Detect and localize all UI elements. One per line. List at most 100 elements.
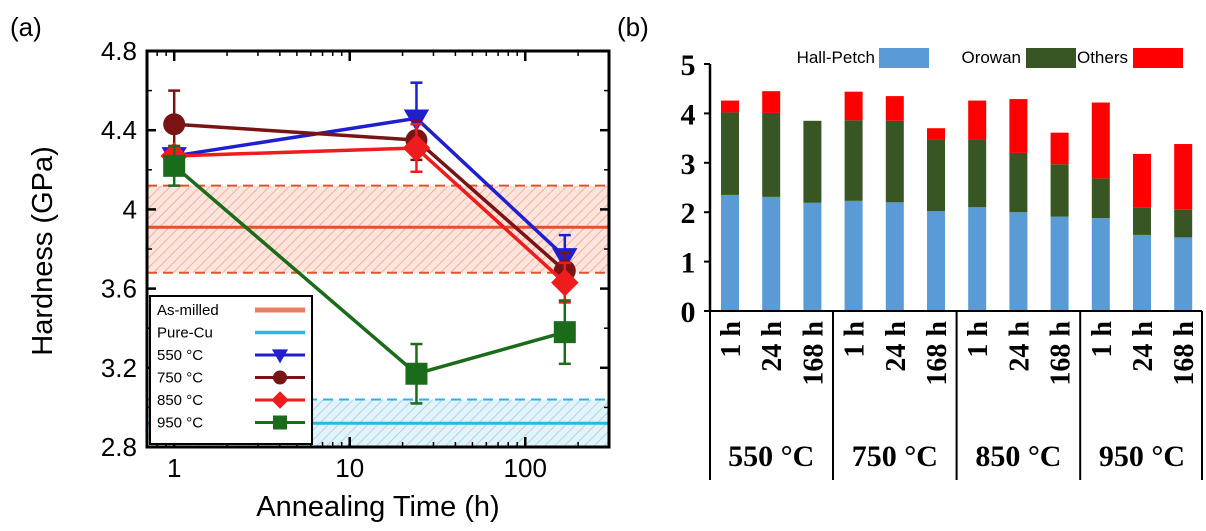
axis-b: 0 1 2 3 4 5 1 h 24 h 168 h 1 h 24 h 168 h 1 h 24 h 168…	[681, 49, 1203, 480]
series-950C	[163, 144, 576, 405]
y-tick-label-b: 4	[681, 98, 696, 131]
bar-segment-hall-petch	[1091, 218, 1110, 311]
legend-label-b: Orowan	[961, 48, 1021, 67]
strengthening-stacked-bar-chart: (b) 0 1 2 3 4 5 1 h 24 h 168 h 1 h 24 h 168 h 1 h 24 …	[617, 12, 1203, 480]
y-tick-label-a: 4.8	[101, 36, 137, 66]
data-point	[163, 154, 186, 177]
bar-stack	[1009, 99, 1028, 311]
bar-stack	[927, 128, 945, 311]
bar-segment-others	[927, 128, 945, 140]
bar-segment-others	[844, 91, 863, 121]
y-tick-label-a: 4	[123, 194, 137, 224]
bar-stack	[721, 100, 739, 311]
x-tick-label-a: 10	[335, 453, 364, 483]
bar-segment-hall-petch	[1009, 212, 1028, 311]
y-tick-label-a: 3.6	[101, 274, 137, 304]
data-point	[402, 134, 431, 162]
legend-b: Hall-Petch Orowan Others	[797, 48, 1183, 68]
y-axis-ticks-a: 2.8 3.2 3.6 4 4.4 4.8	[101, 36, 609, 462]
legend-a: As-milled Pure-Cu 550 °C 750 °C 850 °C 950 °C	[149, 295, 313, 445]
bar-segment-orowan	[803, 120, 822, 203]
data-point	[553, 321, 576, 344]
hardness-line-chart: (a) 2.8 3.2 3.6 4 4.4 4.8 1 10 100 Annealing Ti…	[10, 12, 611, 523]
category-label-b: 168 h	[1169, 321, 1200, 386]
bar-stack	[968, 100, 987, 311]
x-tick-label-a: 100	[504, 453, 547, 483]
bar-segment-others	[968, 100, 987, 140]
bar-segment-others	[1091, 102, 1110, 179]
bar-stack	[1174, 144, 1193, 311]
legend-marker-a	[273, 415, 287, 430]
category-label-b: 168 h	[922, 321, 953, 386]
bar-segment-orowan	[1009, 152, 1028, 213]
legend-label-a: As-milled	[157, 302, 219, 319]
bar-segment-others	[721, 100, 739, 113]
bar-segment-orowan	[1091, 178, 1110, 219]
category-label-b: 1 h	[716, 321, 747, 358]
bar-segment-hall-petch	[968, 207, 987, 311]
band-fill-0	[147, 185, 609, 273]
bar-segment-hall-petch	[1174, 237, 1193, 311]
y-tick-label-a: 4.4	[101, 115, 137, 145]
bar-segment-orowan	[1050, 164, 1069, 217]
bar-segment-others	[762, 91, 781, 113]
bar-segment-others	[1050, 132, 1069, 165]
group-label-b: 750 °C	[852, 440, 938, 473]
legend-label-b: Others	[1077, 48, 1128, 67]
hardness-series	[160, 81, 579, 405]
category-label-b: 168 h	[1046, 321, 1077, 386]
category-label-b: 24 h	[881, 321, 912, 372]
data-point	[551, 268, 579, 297]
y-tick-label-b: 2	[681, 197, 696, 230]
category-label-b: 24 h	[1128, 321, 1159, 372]
group-label-b: 950 °C	[1099, 440, 1185, 473]
panel-a-label: (a)	[10, 12, 42, 42]
bar-stack	[1133, 153, 1151, 311]
legend-swatch-b	[1026, 48, 1076, 68]
x-tick-label-a: 1	[167, 453, 181, 483]
bar-segment-hall-petch	[721, 194, 739, 311]
category-label-b: 1 h	[1087, 321, 1118, 358]
bar-segment-hall-petch	[803, 202, 822, 311]
bar-segment-orowan	[927, 139, 945, 212]
bar-stack	[803, 120, 822, 311]
bar-segment-hall-petch	[1050, 216, 1069, 311]
group-label-b: 550 °C	[728, 440, 814, 473]
legend-swatch-b	[879, 48, 929, 68]
bar-segment-orowan	[968, 139, 987, 208]
legend-label-a: 850 °C	[157, 392, 203, 409]
series-850C	[160, 123, 579, 304]
y-tick-label-a: 3.2	[101, 353, 137, 383]
bar-segment-orowan	[1174, 209, 1193, 238]
bar-segment-others	[885, 96, 904, 121]
bar-stack	[1050, 132, 1069, 311]
bar-segment-hall-petch	[927, 211, 945, 311]
y-tick-label-b: 1	[681, 247, 696, 280]
bar-segment-orowan	[721, 112, 739, 195]
legend-label-a: 550 °C	[157, 347, 203, 364]
panel-b-label: (b)	[617, 12, 649, 42]
bar-segment-others	[1133, 153, 1151, 208]
legend-marker-a	[271, 349, 289, 364]
category-label-b: 24 h	[757, 321, 788, 372]
group-label-b: 850 °C	[975, 440, 1061, 473]
data-point	[163, 113, 186, 136]
category-label-b: 1 h	[963, 321, 994, 358]
bar-stack	[885, 96, 904, 311]
bar-segment-others	[1009, 99, 1028, 153]
category-label-b: 1 h	[840, 321, 871, 358]
bar-segment-hall-petch	[762, 196, 781, 311]
bar-stack	[1091, 102, 1110, 311]
y-tick-label-b: 5	[681, 49, 696, 82]
bar-segment-hall-petch	[844, 200, 863, 311]
legend-marker-a	[271, 391, 289, 409]
bar-segment-others	[1174, 144, 1193, 210]
legend-label-a: Pure-Cu	[157, 325, 213, 342]
x-axis-label-a: Annealing Time (h)	[256, 491, 499, 523]
bar-segment-orowan	[885, 120, 904, 203]
y-tick-label-a: 2.8	[101, 432, 137, 462]
bar-stack	[762, 91, 781, 311]
legend-label-a: 950 °C	[157, 415, 203, 432]
x-axis-ticks-a: 1 10 100	[146, 51, 610, 483]
